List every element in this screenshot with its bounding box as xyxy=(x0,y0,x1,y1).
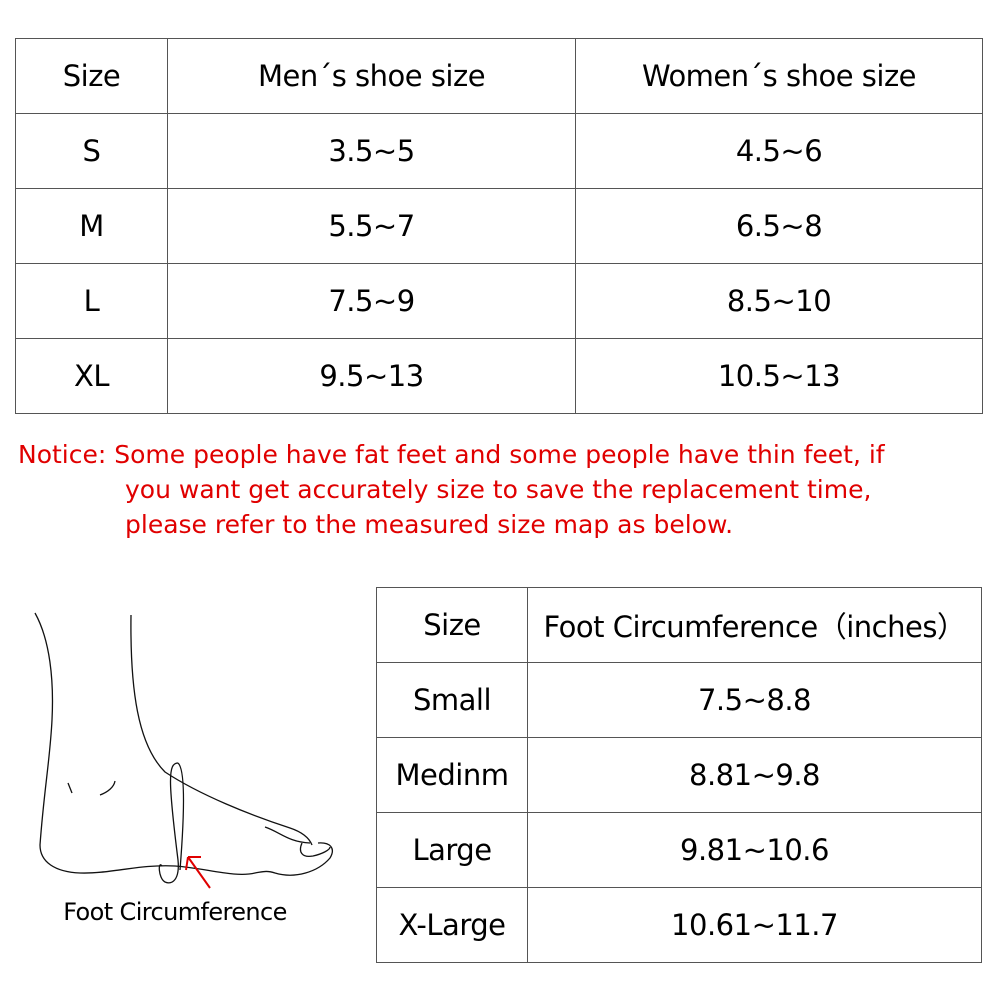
header-circumference: Foot Circumference（inches） xyxy=(527,587,982,663)
circumference-table: Size Foot Circumference（inches） Small 7.5… xyxy=(376,587,982,963)
size-cell: XL xyxy=(15,338,168,414)
size-cell: S xyxy=(15,113,168,189)
size-cell: M xyxy=(15,188,168,264)
circumference-cell: 9.81~10.6 xyxy=(527,812,982,888)
table-row: X-Large 10.61~11.7 xyxy=(376,887,982,963)
shoe-size-table: Size Men´s shoe size Women´s shoe size S… xyxy=(15,38,983,414)
circumference-cell: 10.61~11.7 xyxy=(527,887,982,963)
table-header-row: Size Foot Circumference（inches） xyxy=(376,587,982,663)
notice-line-3: please refer to the measured size map as… xyxy=(125,510,734,539)
men-cell: 3.5~5 xyxy=(167,113,576,189)
foot-outline-front xyxy=(130,614,313,846)
table-row: L 7.5~9 8.5~10 xyxy=(15,263,983,339)
toenail xyxy=(299,842,331,858)
table-row: M 5.5~7 6.5~8 xyxy=(15,188,983,264)
header-women: Women´s shoe size xyxy=(575,38,983,114)
foot-outline-back xyxy=(34,612,333,876)
size-cell: X-Large xyxy=(376,887,528,963)
notice-line-2: you want get accurately size to save the… xyxy=(125,475,872,504)
table-header-row: Size Men´s shoe size Women´s shoe size xyxy=(15,38,983,114)
table-row: Medinm 8.81~9.8 xyxy=(376,737,982,813)
header-size: Size xyxy=(15,38,168,114)
arrow-icon xyxy=(185,856,211,889)
toe-line xyxy=(264,826,311,844)
notice-line-1: Notice: Some people have fat feet and so… xyxy=(18,440,885,469)
men-cell: 7.5~9 xyxy=(167,263,576,339)
ankle-mark xyxy=(67,782,73,794)
header-men: Men´s shoe size xyxy=(167,38,576,114)
men-cell: 9.5~13 xyxy=(167,338,576,414)
circumference-cell: 8.81~9.8 xyxy=(527,737,982,813)
measure-ring xyxy=(158,762,185,884)
table-row: Small 7.5~8.8 xyxy=(376,662,982,738)
women-cell: 8.5~10 xyxy=(575,263,983,339)
ankle-mark xyxy=(99,780,116,796)
table-row: S 3.5~5 4.5~6 xyxy=(15,113,983,189)
size-cell: Small xyxy=(376,662,528,738)
size-cell: Large xyxy=(376,812,528,888)
size-cell: L xyxy=(15,263,168,339)
table-row: Large 9.81~10.6 xyxy=(376,812,982,888)
size-cell: Medinm xyxy=(376,737,528,813)
women-cell: 10.5~13 xyxy=(575,338,983,414)
women-cell: 4.5~6 xyxy=(575,113,983,189)
women-cell: 6.5~8 xyxy=(575,188,983,264)
header-size: Size xyxy=(376,587,528,663)
circumference-cell: 7.5~8.8 xyxy=(527,662,982,738)
foot-circumference-label: Foot Circumference xyxy=(63,898,287,926)
men-cell: 5.5~7 xyxy=(167,188,576,264)
table-row: XL 9.5~13 10.5~13 xyxy=(15,338,983,414)
foot-illustration xyxy=(34,612,333,889)
